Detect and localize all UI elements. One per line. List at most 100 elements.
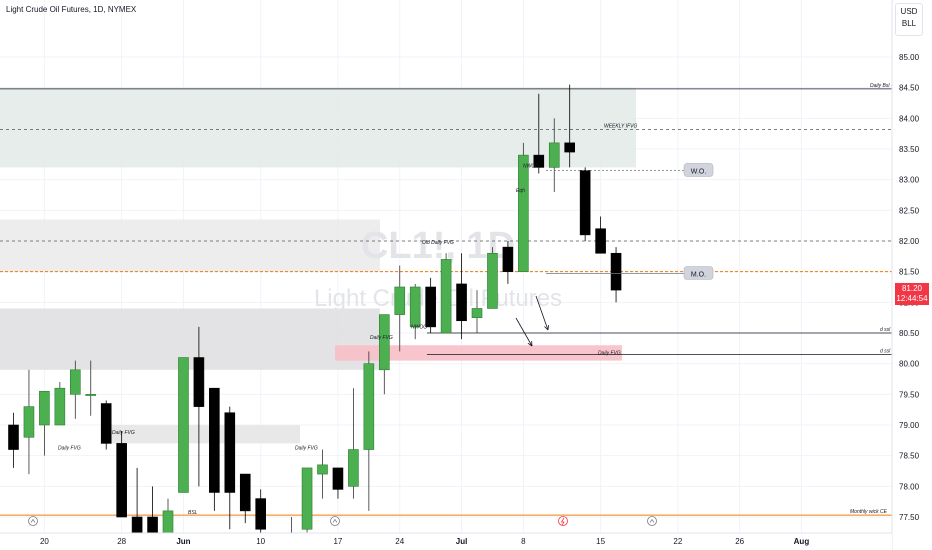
candle <box>471 290 483 333</box>
candle-body <box>456 283 467 322</box>
candle-body <box>209 387 220 493</box>
candle <box>595 216 606 254</box>
event-glyph <box>560 517 565 526</box>
y-tick-label: 78.00 <box>899 482 920 491</box>
event-glyph <box>332 518 338 523</box>
candle <box>564 84 576 168</box>
opening-tag <box>683 266 714 280</box>
candle-body <box>363 363 375 450</box>
candle <box>332 467 344 499</box>
event-marker-icon <box>647 516 657 526</box>
x-tick-label: 10 <box>256 537 265 546</box>
candle-body <box>487 252 498 309</box>
candle-body <box>70 369 81 395</box>
event-marker-icon <box>330 516 340 526</box>
candle-body <box>595 228 606 254</box>
candle <box>440 253 452 334</box>
x-tick-label: Jul <box>456 537 468 546</box>
annotation-label: Daily FVG <box>295 446 318 452</box>
candle-body <box>332 467 344 490</box>
candle <box>70 360 81 419</box>
y-tick-label: 85.00 <box>899 53 920 62</box>
candle <box>533 93 545 174</box>
watermark-name: Light Crude Oil Futures <box>314 285 562 312</box>
level-label: d ssl - <box>880 348 894 354</box>
candle <box>85 360 97 416</box>
annotation-label: NWOG <box>523 163 539 169</box>
candle-body <box>8 424 19 450</box>
x-tick-label: 24 <box>395 537 404 546</box>
arrow-drawing <box>515 317 533 347</box>
y-tick-label: 77.50 <box>899 513 920 522</box>
chart-title: Light Crude Oil Futures, 1D, NYMEX <box>6 5 137 14</box>
currency-box[interactable]: USD BLL <box>895 3 923 36</box>
candle-body <box>162 510 174 536</box>
candle-body <box>255 498 266 530</box>
y-tick-label: 80.00 <box>899 360 920 369</box>
candle-body <box>178 357 189 493</box>
candle <box>100 400 112 450</box>
y-tick-label: 82.50 <box>899 206 920 215</box>
level-label: d ssl - <box>880 327 894 333</box>
x-tick-label: 28 <box>117 537 126 546</box>
annotation-label: Daily FVG <box>370 335 393 341</box>
currency-unit: BLL <box>901 19 917 28</box>
candle <box>209 387 220 511</box>
y-tick-label: 79.50 <box>899 390 920 399</box>
candle <box>193 326 205 487</box>
x-tick-label: 17 <box>333 537 342 546</box>
y-tick-label: 83.50 <box>899 145 920 154</box>
candle-body <box>85 394 97 396</box>
level-label: Daily Bsl - <box>870 83 893 89</box>
candle <box>8 412 19 468</box>
candle <box>425 277 436 333</box>
candle-body <box>518 154 529 272</box>
candle-body <box>100 403 112 444</box>
y-tick-label: 78.50 <box>899 452 920 461</box>
arrow-head <box>547 324 549 331</box>
candle <box>54 382 66 426</box>
price-zone <box>0 308 380 370</box>
price-zone <box>335 345 622 361</box>
annotation-label: BSL <box>188 510 198 516</box>
x-tick-label: Jun <box>176 537 190 546</box>
candle-body <box>378 314 390 371</box>
event-marker-icon <box>28 516 38 526</box>
x-tick-label: 15 <box>596 537 605 546</box>
opening-tag-label: W.O. <box>691 168 707 175</box>
candle-body <box>224 412 236 493</box>
y-tick-label: 82.00 <box>899 237 920 246</box>
y-tick-label: 80.50 <box>899 329 920 338</box>
candle <box>178 357 189 493</box>
y-tick-label: 84.50 <box>899 84 920 93</box>
candle <box>301 467 313 533</box>
price-zone <box>0 219 380 272</box>
price-zone <box>108 425 300 444</box>
arrow-head <box>527 342 533 347</box>
candle-body <box>39 390 50 426</box>
y-tick-label: 79.00 <box>899 421 920 430</box>
candle <box>317 449 328 499</box>
arrow-drawing <box>535 295 549 331</box>
candle-body <box>579 170 591 236</box>
arrow-head <box>544 326 549 331</box>
candle-body <box>54 387 66 426</box>
x-tick-label: 8 <box>521 537 526 546</box>
candle-body <box>548 142 560 168</box>
annotation-label: Daily FVG <box>598 350 621 356</box>
x-tick-label: 26 <box>735 537 744 546</box>
x-tick-label: 20 <box>40 537 49 546</box>
y-tick-label: 81.50 <box>899 268 920 277</box>
level-label: Monthly wick CE <box>850 509 888 515</box>
candle-body <box>394 286 406 315</box>
opening-tag <box>683 163 714 177</box>
event-circle <box>330 516 340 526</box>
y-tick-label: 84.00 <box>899 114 920 123</box>
annotation-label: Daily FVG <box>58 446 81 452</box>
candle <box>548 118 560 192</box>
candle-body <box>348 449 359 487</box>
candle-body <box>564 142 576 153</box>
candle <box>363 351 375 511</box>
